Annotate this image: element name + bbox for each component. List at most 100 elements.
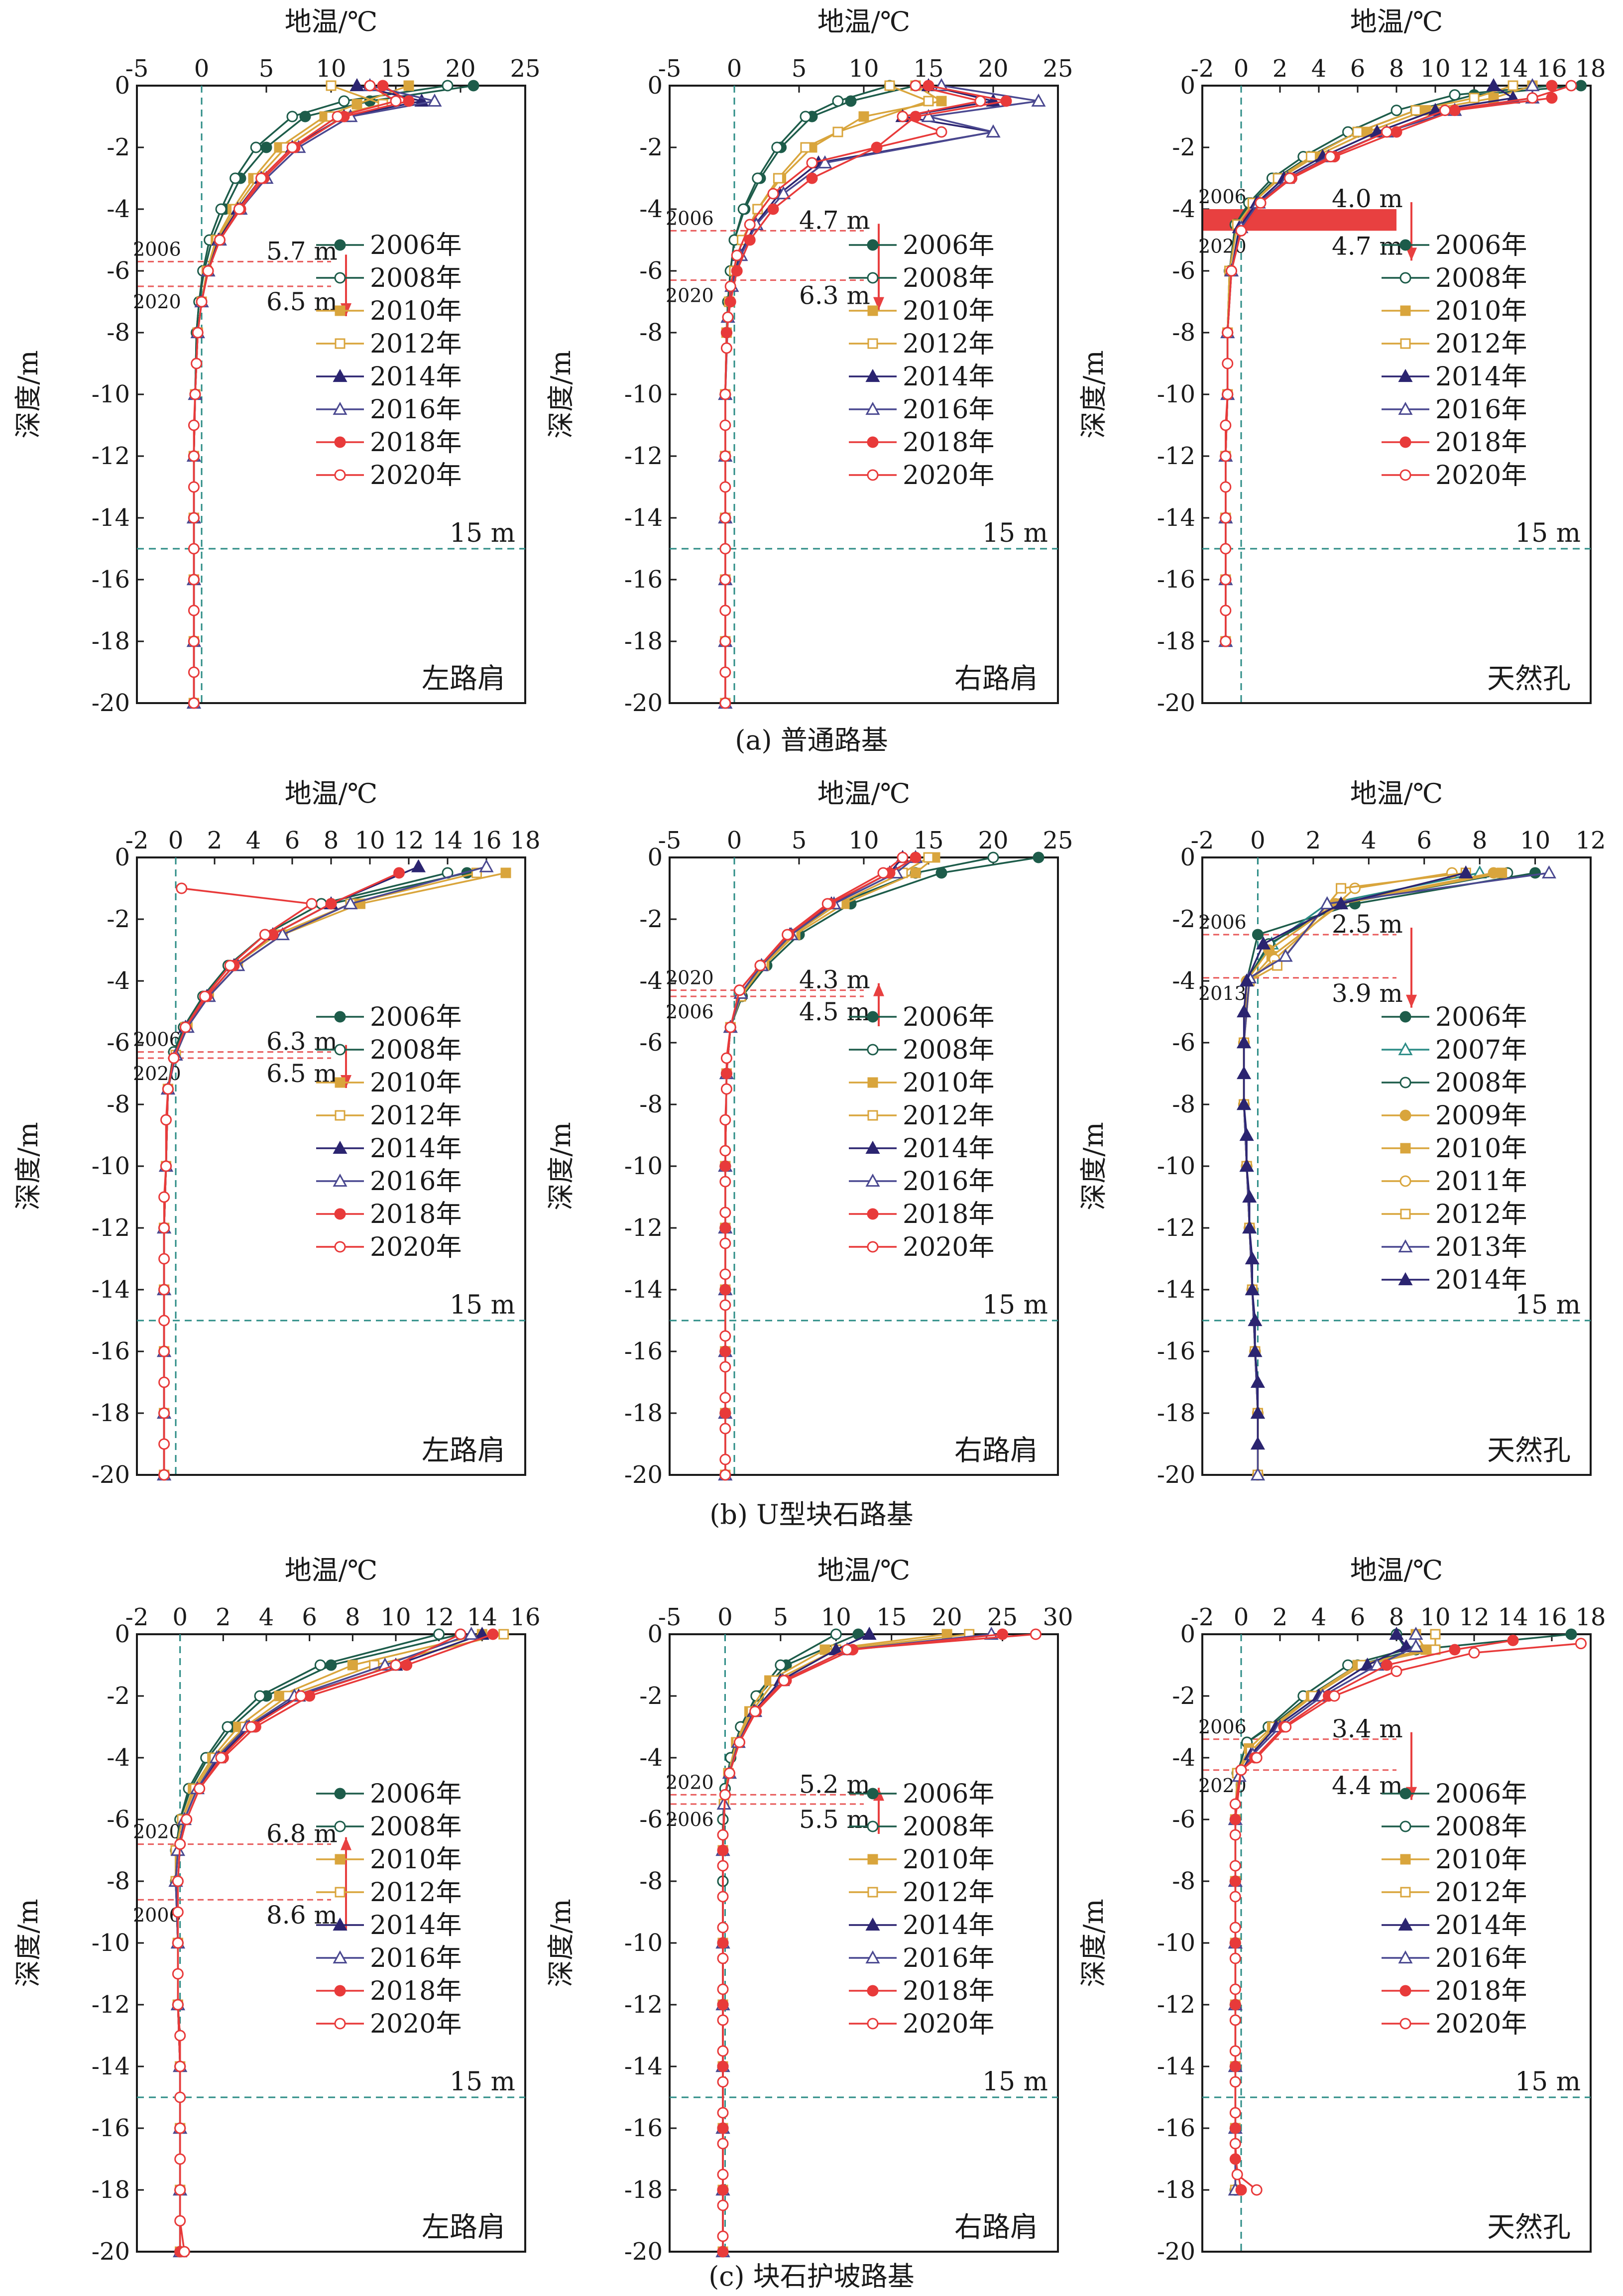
y-tick-label: -2 — [639, 133, 663, 161]
data-point — [1565, 80, 1577, 92]
data-point — [1449, 1644, 1461, 1656]
x-tick-label: 15 — [876, 1603, 907, 1631]
data-point — [800, 111, 812, 122]
series-line — [163, 872, 400, 1475]
series-2020年 — [158, 882, 318, 1481]
y-tick-label: -10 — [624, 1152, 663, 1180]
lower-year-label: 2020 — [666, 285, 714, 307]
series-2018年 — [717, 1628, 1009, 2258]
y-tick-label: -20 — [92, 1461, 130, 1489]
data-point — [174, 2030, 186, 2042]
data-point — [403, 95, 415, 107]
series-2014年 — [186, 78, 429, 709]
lower-depth-label: 5.5 m — [799, 1805, 870, 1834]
data-point — [160, 1160, 172, 1172]
data-point — [194, 1783, 206, 1795]
legend-marker — [867, 469, 879, 481]
upper-depth-label: 4.3 m — [799, 966, 870, 994]
legend-marker — [1399, 2018, 1411, 2030]
series-2012年 — [720, 852, 934, 1480]
y-axis-label: 深度/m — [545, 1899, 577, 1987]
data-point — [832, 126, 843, 137]
y-tick-label: -4 — [107, 195, 130, 223]
upper-year-label: 2006 — [1198, 186, 1247, 208]
legend-marker — [1399, 1077, 1411, 1088]
legend-entry: 2011年 — [1435, 1167, 1527, 1197]
legend-marker — [334, 1044, 346, 1056]
lower-year-label: 2006 — [666, 1001, 714, 1023]
y-tick-label: -10 — [1157, 380, 1195, 408]
data-point — [349, 78, 364, 92]
data-point — [733, 984, 745, 996]
x-tick-label: 12 — [1459, 55, 1489, 83]
data-point — [719, 1453, 731, 1465]
data-point — [1229, 1983, 1241, 1995]
series-2012年 — [170, 1629, 509, 2257]
chart-panel-b-right: -5 0 5 10 15 20 250-2-4-6-8-10-12-14-16-18-20地… — [545, 778, 1073, 1489]
x-tick-label: 15 — [380, 55, 411, 83]
series-2006年 — [719, 851, 1044, 1481]
data-point — [1349, 882, 1361, 894]
y-tick-label: -6 — [639, 1029, 663, 1057]
data-point — [1381, 1659, 1392, 1671]
legend-entry: 2007年 — [1435, 1035, 1527, 1065]
x-tick-label: 30 — [1043, 1603, 1073, 1631]
y-tick-label: -4 — [639, 967, 663, 995]
x-tick-label: 0 — [172, 1603, 188, 1631]
chart-panel-b-natural: -2 0 2 4 6 8 10 120-2-4-6-8-10-12-14-16-18-20地温… — [1078, 778, 1606, 1489]
data-point — [1328, 1690, 1340, 1702]
data-point — [717, 2045, 729, 2057]
data-point — [776, 186, 791, 200]
x-tick-label: 4 — [246, 827, 261, 854]
legend-entry: 2020年 — [903, 1232, 994, 1262]
legend-entry: 2012年 — [903, 1878, 994, 1908]
data-point — [172, 1937, 184, 1949]
data-point — [717, 2230, 729, 2242]
data-point — [1245, 1282, 1260, 1296]
data-point — [222, 1721, 233, 1733]
data-point — [1220, 512, 1232, 524]
y-tick-label: -14 — [624, 2053, 663, 2080]
legend-entry: 2008年 — [1435, 263, 1527, 293]
data-point — [158, 1222, 170, 1234]
x-tick-label: 16 — [471, 827, 501, 854]
data-point — [1391, 105, 1402, 117]
y-tick-label: -20 — [624, 689, 663, 717]
legend-marker — [867, 1788, 879, 1800]
data-point — [202, 265, 214, 277]
chart-panel-a-natural: -2 0 2 4 6 8 10 12 14 16 180-2-4-6-8-10-12-14-16-1… — [1078, 6, 1606, 717]
data-point — [172, 1906, 184, 1918]
lower-depth-label: 6.5 m — [266, 1059, 338, 1088]
y-tick-label: 0 — [1180, 844, 1195, 871]
legend-marker — [335, 1887, 346, 1898]
x-tick-label: 8 — [345, 1603, 360, 1631]
data-point — [487, 1628, 499, 1640]
data-point — [224, 960, 236, 971]
y-tick-label: -12 — [624, 1991, 663, 2019]
x-tick-label: 8 — [1389, 55, 1404, 83]
y-tick-label: 0 — [115, 844, 130, 871]
data-point — [767, 188, 779, 200]
x-axis-label: 地温/℃ — [1350, 778, 1443, 809]
x-axis-label: 地温/℃ — [817, 6, 911, 37]
legend-entry: 2020年 — [1435, 2009, 1527, 2039]
y-tick-label: 0 — [115, 72, 130, 100]
series-line — [175, 1633, 482, 2252]
series-2018年 — [158, 867, 405, 1481]
data-point — [174, 2184, 186, 2196]
data-point — [1229, 1891, 1241, 1903]
data-point — [158, 1315, 170, 1327]
data-point — [724, 1021, 736, 1033]
legend-marker — [867, 1208, 879, 1220]
data-point — [723, 1767, 735, 1779]
series-2020年 — [717, 1628, 1042, 2242]
y-tick-label: -18 — [92, 627, 130, 655]
legend-marker — [335, 338, 346, 349]
data-point — [1235, 2184, 1247, 2196]
chart-panel-b-left: -2 0 2 4 6 8 10 12 14 16 180-2-4-6-8-10-12-14-16-1… — [12, 778, 541, 1489]
legend-marker — [865, 1140, 880, 1154]
data-point — [199, 990, 211, 1002]
